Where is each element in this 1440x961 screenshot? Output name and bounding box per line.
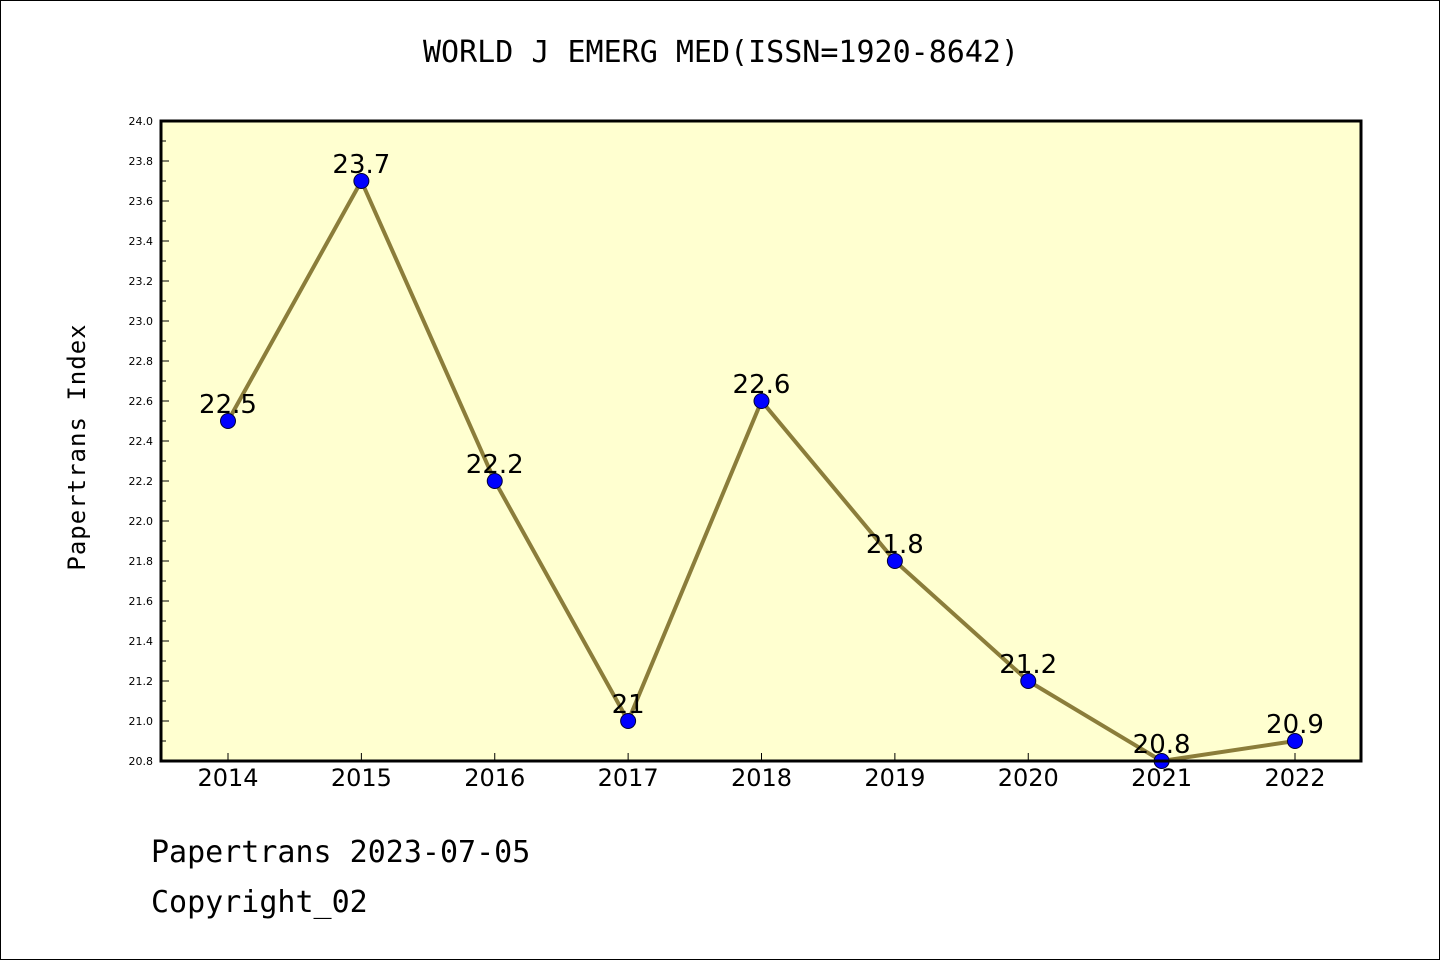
y-tick-label: 22.6 (129, 395, 154, 408)
data-point (753, 393, 770, 409)
y-axis-ticks: 20.8 21.0 21.2 21.4 21.6 21.8 22.0 22.2 22.4 22.6… (129, 115, 169, 768)
data-point (486, 473, 503, 489)
x-axis-ticks: 2014 2015 2016 2017 2018 2019 2020 2021 2022 (197, 753, 1326, 792)
plot-frame (159, 119, 1363, 763)
data-point (220, 413, 236, 429)
y-tick-label: 21.2 (129, 675, 154, 688)
y-tick-label: 21.0 (129, 715, 154, 728)
x-tick-label: 2015 (331, 764, 392, 792)
x-tick-label: 2018 (731, 764, 792, 792)
x-tick-label: 2017 (598, 764, 659, 792)
data-label: 21 (612, 690, 645, 720)
data-point (886, 553, 903, 569)
data-point (1020, 673, 1037, 689)
y-tick-label: 21.6 (129, 595, 154, 608)
y-tick-label: 22.4 (129, 435, 154, 448)
y-tick-label: 21.8 (129, 555, 154, 568)
data-point (1287, 733, 1303, 749)
plot-area (161, 121, 1361, 761)
data-label: 22.5 (199, 390, 257, 420)
x-tick-label: 2022 (1264, 764, 1325, 792)
y-tick-label: 23.4 (129, 235, 154, 248)
data-label: 21.2 (999, 650, 1057, 680)
y-tick-label: 20.8 (129, 755, 154, 768)
footer-copyright: Copyright_02 (151, 885, 368, 920)
chart-title: WORLD J EMERG MED(ISSN=1920-8642) (422, 35, 1020, 70)
x-tick-label: 2014 (197, 764, 258, 792)
data-label: 21.8 (866, 530, 924, 560)
y-tick-label: 24.0 (129, 115, 154, 128)
y-tick-label: 22.0 (129, 515, 154, 528)
footer-date: Papertrans 2023-07-05 (151, 835, 531, 870)
y-tick-label: 22.8 (129, 355, 154, 368)
data-label: 23.7 (332, 150, 390, 180)
data-point (620, 713, 637, 729)
y-tick-label: 23.0 (129, 315, 154, 328)
data-label: 22.6 (733, 370, 791, 400)
y-tick-label: 23.2 (129, 275, 154, 288)
x-tick-label: 2016 (464, 764, 525, 792)
series-layer: 22.5 23.7 22.2 21 22.6 21.8 21.2 20.8 20.9 (199, 150, 1324, 769)
data-label: 22.2 (466, 450, 524, 480)
y-tick-label: 21.4 (129, 635, 154, 648)
y-tick-label: 23.6 (129, 195, 154, 208)
x-tick-label: 2020 (998, 764, 1059, 792)
y-tick-label: 22.2 (129, 475, 154, 488)
data-label: 20.9 (1266, 710, 1324, 740)
data-label: 20.8 (1133, 730, 1191, 760)
x-tick-label: 2019 (864, 764, 925, 792)
y-tick-label: 23.8 (129, 155, 154, 168)
data-point (353, 173, 370, 189)
